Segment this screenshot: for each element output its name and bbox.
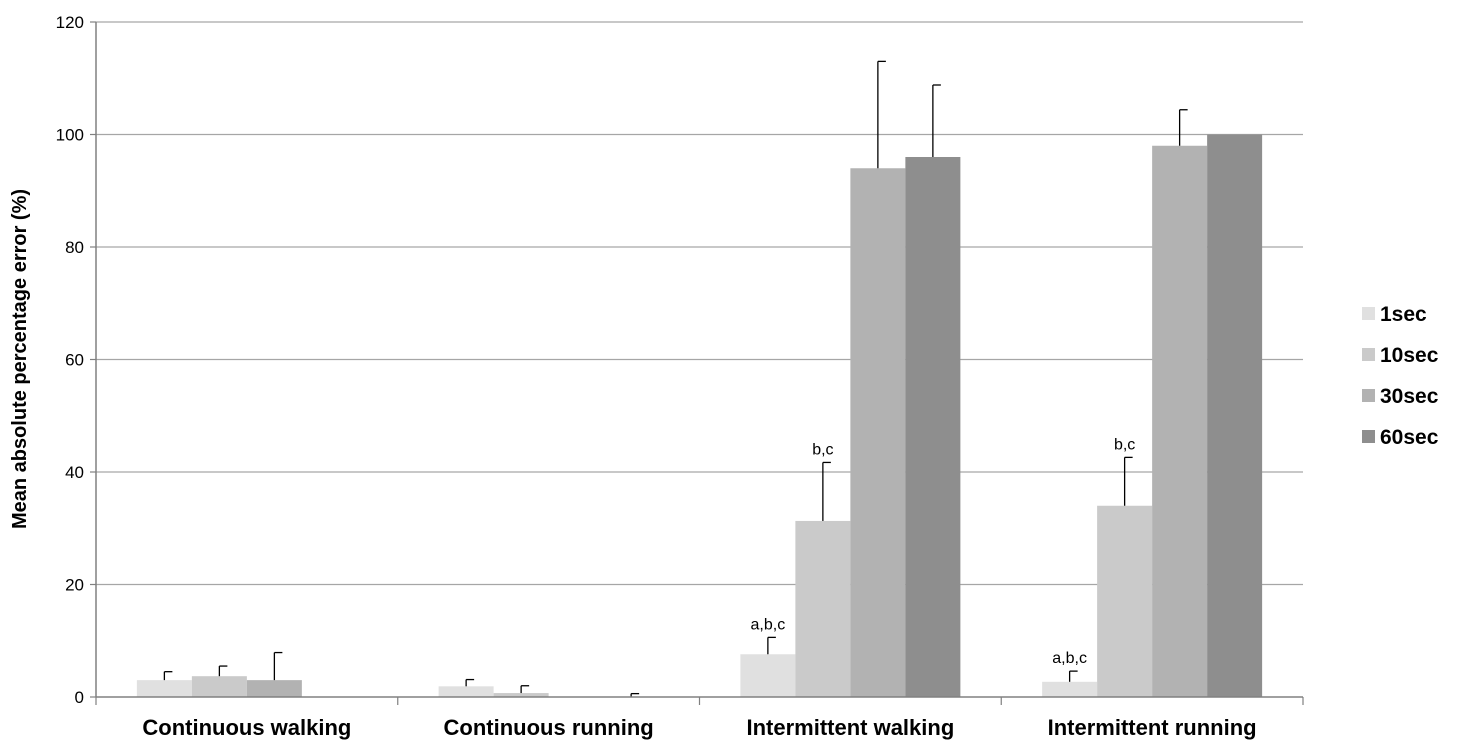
y-tick-label: 80 [65,238,84,257]
bar [1207,134,1263,697]
legend-label: 60sec [1380,426,1439,449]
bars [136,134,1263,697]
significance-label: a,b,c [751,616,786,633]
legend: 1sec 10sec 30sec 60sec [1362,303,1439,449]
bar [850,168,906,697]
y-tick-label: 120 [56,13,84,32]
annotations: a,b,c b,c a,b,c b,c [751,436,1136,667]
y-tick-label: 40 [65,463,84,482]
legend-swatch [1362,430,1375,443]
significance-label: b,c [812,441,833,458]
bar [438,686,494,697]
bar [1097,505,1153,697]
bar [740,654,796,697]
y-axis-title: Mean absolute percentage error (%) [9,189,31,529]
bar [1152,145,1208,697]
x-category-label: Intermittent walking [746,715,954,740]
y-tick-label: 0 [75,688,84,707]
bar [493,693,549,697]
x-category-label: Continuous running [444,715,654,740]
legend-label: 10sec [1380,344,1439,367]
bar [246,680,302,697]
bar [191,676,247,697]
legend-swatch [1362,389,1375,402]
x-category-label: Intermittent running [1048,715,1257,740]
legend-swatch [1362,307,1375,320]
bar [905,157,961,697]
axes: 0 20 40 60 80 100 120 Continuous walking Continu… [56,13,1304,740]
legend-label: 30sec [1380,385,1439,408]
bar [1042,681,1098,697]
y-tick-label: 60 [65,351,84,370]
bar [795,520,851,697]
legend-swatch [1362,348,1375,361]
significance-label: a,b,c [1052,650,1087,667]
gridlines [96,21,1303,586]
legend-label: 1sec [1380,303,1427,326]
bar [136,680,192,697]
significance-label: b,c [1114,436,1135,453]
y-tick-label: 20 [65,576,84,595]
x-category-label: Continuous walking [142,715,351,740]
y-tick-label: 100 [56,126,84,145]
error-bars [163,60,1188,697]
